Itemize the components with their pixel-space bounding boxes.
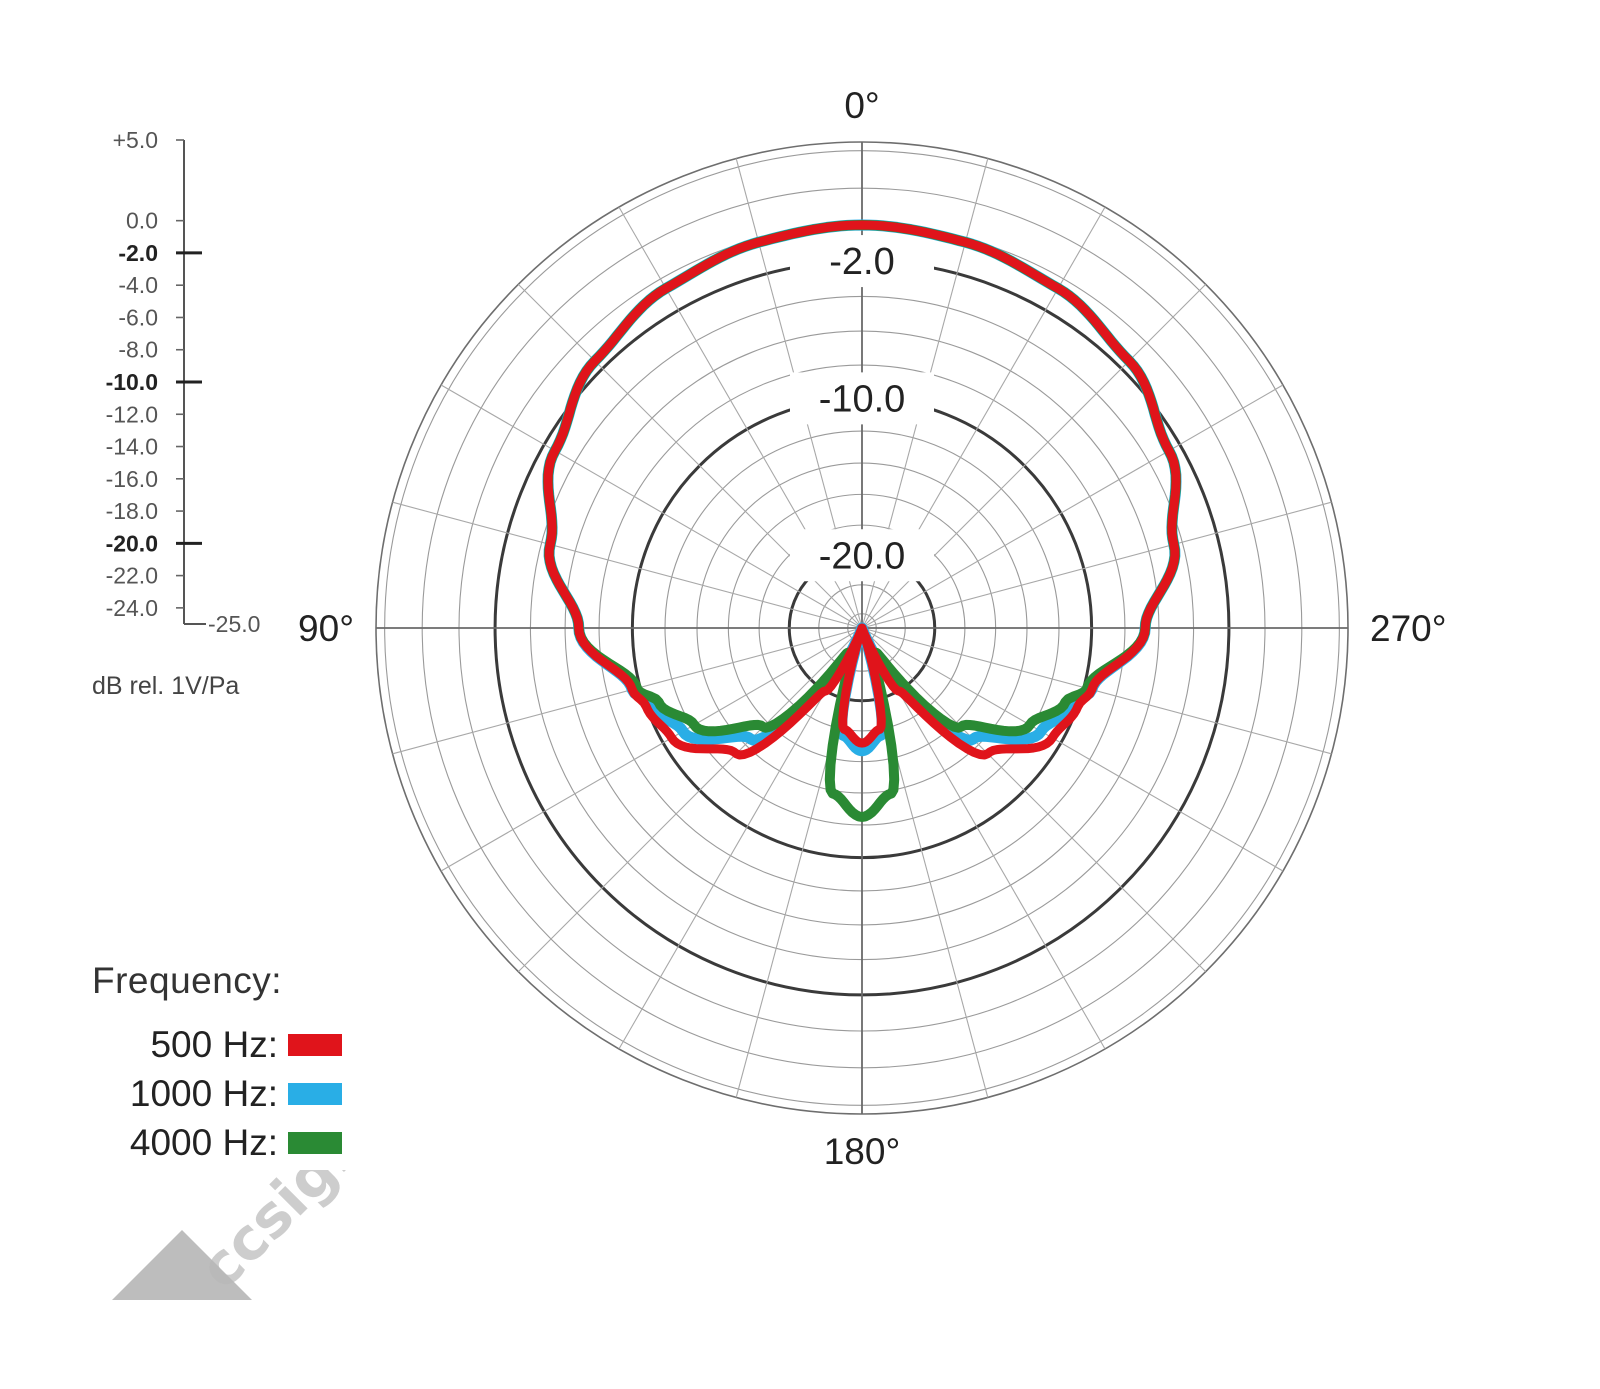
legend-swatch [288, 1082, 342, 1105]
legend-title: Frequency: [92, 960, 283, 1001]
ring-label: -2.0 [829, 241, 894, 283]
ring-label-bg [790, 529, 934, 582]
scale-tick-label: -10.0 [106, 369, 158, 395]
ring-label: -20.0 [819, 535, 906, 577]
legend-item-500hz: 500 Hz: [92, 1020, 342, 1069]
legend-swatch [288, 1131, 342, 1154]
scale-tick-label: -8.0 [118, 337, 158, 363]
angle-label: 90° [298, 608, 354, 649]
scale-tick-label: +5.0 [113, 127, 158, 153]
scale-tick-label: -6.0 [118, 304, 158, 330]
grid-spoke [440, 384, 863, 629]
legend-item-4000hz: 4000 Hz: [92, 1118, 342, 1167]
ring-labels: -2.0 -10.0 -20.0 [790, 235, 934, 582]
scale-tick-label: -12.0 [106, 401, 158, 427]
scale-bottom-label: -25.0 [208, 611, 260, 637]
scale-tick-label: -20.0 [106, 530, 158, 556]
scale-tick-label: -16.0 [106, 466, 158, 492]
grid-spoke [517, 627, 863, 973]
watermark-text: ccsightsound [186, 1170, 540, 1302]
grid-spoke [861, 627, 1207, 973]
unit-label: dB rel. 1V/Pa [92, 672, 240, 700]
legend-label: 500 Hz: [150, 1023, 278, 1065]
grid-spoke [861, 627, 1284, 872]
legend-swatch [288, 1033, 342, 1056]
scale-tick-label: -24.0 [106, 595, 158, 621]
scale-tick-label: -18.0 [106, 498, 158, 524]
angle-label: 270° [1370, 608, 1447, 649]
scale-tick-label: -22.0 [106, 563, 158, 589]
ring-label-bg [790, 235, 934, 288]
scale-tick-label: 0.0 [126, 208, 158, 234]
angle-label: 180° [824, 1131, 901, 1172]
angle-labels: 0° 90° 180° 270° [298, 85, 1446, 1172]
ring-label-bg [790, 372, 934, 425]
legend-label: 4000 Hz: [129, 1121, 278, 1163]
scale-tick-label: -2.0 [118, 240, 158, 266]
legend-label: 1000 Hz: [129, 1072, 278, 1114]
scale-tick-label: -4.0 [118, 272, 158, 298]
legend-item-1000hz: 1000 Hz: [92, 1069, 342, 1118]
angle-label: 0° [844, 85, 879, 126]
scale-tick-label: -14.0 [106, 434, 158, 460]
watermark-logo: ccsightsound [112, 1170, 540, 1302]
watermark-triangle-icon [112, 1230, 252, 1300]
ring-label: -10.0 [819, 378, 906, 420]
grid-spoke [440, 627, 863, 872]
series-line [543, 220, 1181, 760]
grid-spoke [861, 384, 1284, 629]
polar-series [542, 219, 1182, 822]
grid-spoke [392, 501, 863, 629]
legend: Frequency: 500 Hz: 1000 Hz: 4000 Hz: [92, 960, 342, 1167]
grid-spoke [861, 501, 1332, 629]
db-scale: +5.0 0.0 -2.0 -4.0 -6.0 -8.0 -10.0 -12.0 -14.0 -1… [106, 127, 261, 637]
